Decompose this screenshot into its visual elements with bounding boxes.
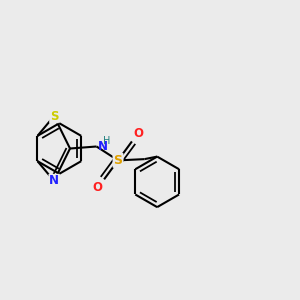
Text: H: H bbox=[103, 136, 110, 146]
Text: N: N bbox=[49, 174, 59, 188]
Text: S: S bbox=[50, 110, 58, 123]
Text: O: O bbox=[134, 127, 143, 140]
Text: N: N bbox=[98, 140, 108, 153]
Text: S: S bbox=[113, 154, 122, 167]
Text: O: O bbox=[93, 181, 103, 194]
